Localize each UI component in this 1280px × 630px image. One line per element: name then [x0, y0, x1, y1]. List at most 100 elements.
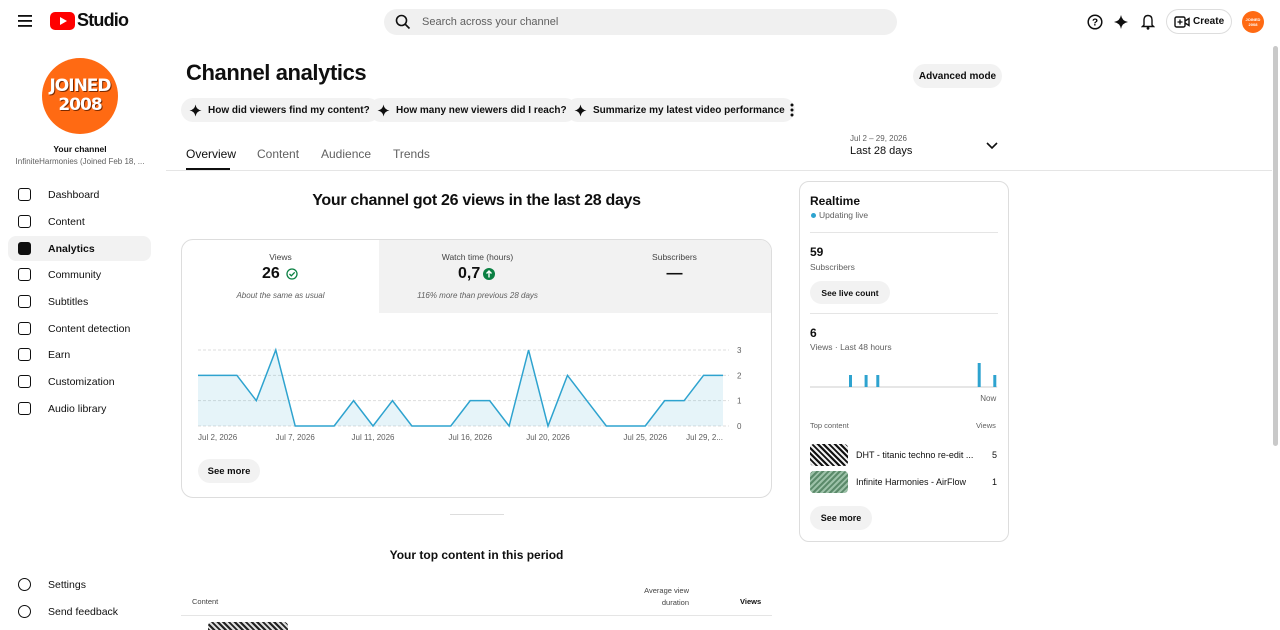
- realtime-chart: Now: [810, 363, 998, 403]
- tab[interactable]: Overview: [186, 147, 237, 161]
- chip[interactable]: Summarize my latest video performance: [566, 98, 795, 122]
- nav-label: Audio library: [48, 402, 107, 415]
- nav-item[interactable]: Community: [8, 262, 151, 287]
- nav-item[interactable]: Earn: [8, 342, 151, 367]
- column-header[interactable]: Content: [192, 597, 219, 606]
- date-range[interactable]: Jul 2 – 29, 2026: [850, 134, 907, 143]
- nav-label: Settings: [48, 578, 86, 591]
- nav-icon: [18, 188, 31, 201]
- nav-label: Analytics: [48, 242, 95, 255]
- content-title[interactable]: Infinite Harmonies - AirFlow: [856, 477, 967, 487]
- nav-icon: [18, 348, 31, 361]
- search-icon: [395, 14, 411, 30]
- sparkle-icon: [574, 104, 587, 116]
- x-tick-label: Jul 29, 2...: [686, 433, 723, 442]
- top-content-title: Your top content in this period: [389, 548, 564, 562]
- nav-icon: [18, 402, 31, 415]
- divider: [450, 514, 504, 515]
- nav-item[interactable]: Customization: [8, 369, 151, 394]
- avatar-line: 2008: [1248, 22, 1258, 27]
- help-icon[interactable]: ?: [1087, 14, 1103, 30]
- metric-tab-bg: [379, 240, 771, 313]
- thumbnail[interactable]: [208, 622, 288, 630]
- bar: [993, 375, 997, 387]
- nav-item[interactable]: Subtitles: [8, 289, 151, 314]
- tab[interactable]: Audience: [321, 147, 372, 161]
- nav-item[interactable]: Analytics: [8, 236, 151, 261]
- chip-label: Summarize my latest video performance: [593, 104, 785, 116]
- channel-label: Your channel: [53, 144, 107, 154]
- metric-label: Subscribers: [652, 252, 697, 262]
- avatar-line: JOINED: [1245, 17, 1261, 22]
- chip[interactable]: How many new viewers did I reach?: [369, 98, 577, 122]
- nav-item[interactable]: Dashboard: [8, 182, 151, 207]
- search-box[interactable]: Search across your channel: [384, 9, 897, 35]
- see-live-count-button[interactable]: See live count: [810, 281, 890, 304]
- column-header[interactable]: Average view duration: [644, 586, 689, 607]
- tab[interactable]: Content: [257, 147, 300, 161]
- channel-avatar[interactable]: JOINED 2008: [42, 58, 118, 134]
- menu-icon[interactable]: [18, 15, 32, 27]
- x-tick-label: Jul 7, 2026: [276, 433, 316, 442]
- metric-note: 116% more than previous 28 days: [417, 291, 538, 300]
- see-more-button[interactable]: See more: [198, 459, 260, 483]
- tab-indicator: [186, 168, 230, 170]
- area: [198, 350, 723, 426]
- header-avatar[interactable]: JOINED 2008: [1242, 11, 1264, 33]
- logo-icon[interactable]: [50, 12, 75, 30]
- more-icon[interactable]: [788, 102, 796, 118]
- tabs-divider: [166, 170, 1272, 171]
- chip[interactable]: How did viewers find my content?: [181, 98, 380, 122]
- x-tick-label: Jul 16, 2026: [448, 433, 492, 442]
- nav-item[interactable]: Send feedback: [8, 599, 151, 624]
- thumbnail[interactable]: [810, 444, 848, 466]
- check-icon: [286, 268, 298, 280]
- nav-icon: [18, 322, 31, 335]
- metric-tab[interactable]: Watch time (hours) 0,7 116% more than pr…: [379, 240, 576, 313]
- x-tick-label: Jul 25, 2026: [623, 433, 667, 442]
- nav-item[interactable]: Content detection: [8, 316, 151, 341]
- logo-text[interactable]: Studio: [77, 10, 129, 30]
- nav-item[interactable]: Settings: [8, 572, 151, 597]
- nav-label: Earn: [48, 348, 71, 361]
- scrollbar[interactable]: [1273, 46, 1278, 446]
- sparkle-icon: [189, 104, 202, 116]
- y-tick-label: 0: [737, 422, 742, 431]
- content-title[interactable]: DHT - titanic techno re-edit ...: [856, 450, 974, 460]
- metric-tab[interactable]: Views 26 About the same as usual: [182, 240, 379, 313]
- tab[interactable]: Trends: [393, 147, 430, 161]
- sparkle-shape: [377, 104, 390, 116]
- nav-item[interactable]: Audio library: [8, 396, 151, 421]
- bell-icon[interactable]: [1141, 13, 1155, 30]
- search-placeholder: Search across your channel: [422, 16, 559, 28]
- nav-icon: [18, 295, 31, 308]
- column-header[interactable]: Views: [740, 597, 762, 606]
- line: [198, 347, 723, 429]
- create-icon: [1174, 16, 1190, 28]
- nav-label: Customization: [48, 375, 115, 388]
- period[interactable]: Last 28 days: [850, 145, 913, 157]
- views-column: Views: [976, 421, 996, 430]
- views-label: Views · Last 48 hours: [810, 342, 892, 352]
- thumbnail[interactable]: [810, 471, 848, 493]
- sparkle-icon[interactable]: [1113, 14, 1129, 30]
- see-more-button[interactable]: See more: [810, 506, 872, 530]
- nav-icon: [18, 375, 31, 388]
- nav-item[interactable]: Content: [8, 209, 151, 234]
- avatar-line: 2008: [58, 95, 102, 115]
- metric-value: 0,7: [458, 265, 481, 282]
- metric-label: Watch time (hours): [441, 252, 514, 262]
- metric-note: About the same as usual: [236, 291, 325, 300]
- realtime-status: Updating live: [819, 210, 869, 220]
- page-title: Channel analytics: [186, 60, 367, 85]
- create-button[interactable]: Create: [1166, 9, 1232, 34]
- metric-value: 26: [262, 265, 280, 282]
- y-tick-label: 1: [737, 397, 742, 406]
- advanced-mode-button[interactable]: Advanced mode: [913, 64, 1002, 88]
- dropdown-icon[interactable]: [986, 142, 998, 150]
- bar: [849, 375, 852, 387]
- metric-tab[interactable]: Subscribers —: [576, 240, 771, 313]
- svg-text:?: ?: [1092, 18, 1098, 29]
- x-tick-label: Now: [980, 394, 996, 403]
